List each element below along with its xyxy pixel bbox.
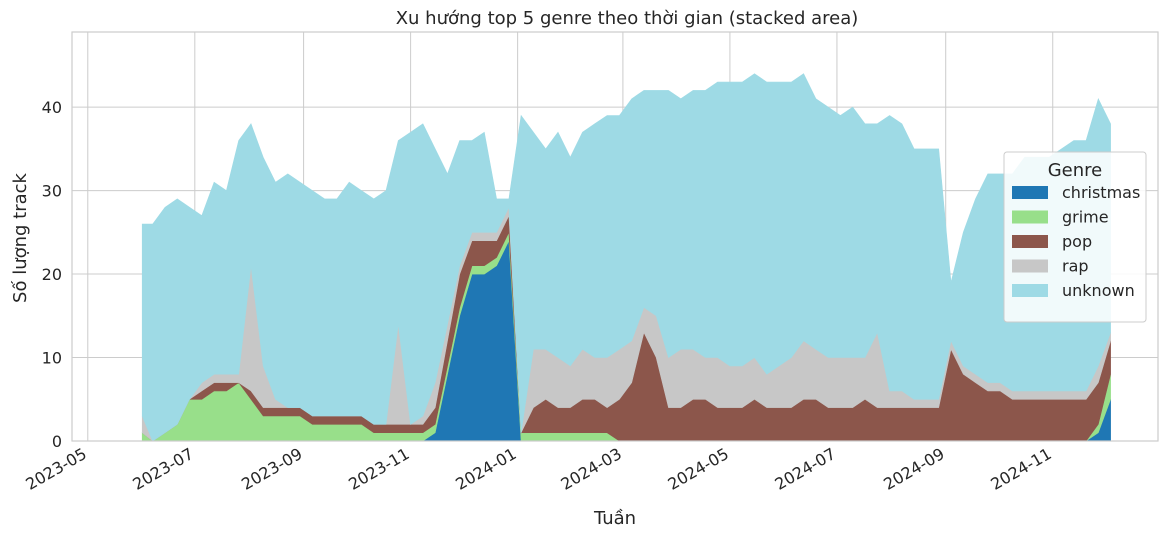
x-tick-label: 2023-11 xyxy=(345,444,412,494)
y-tick-label: 20 xyxy=(42,265,62,284)
y-tick-label: 10 xyxy=(42,349,62,368)
x-tick-label: 2024-09 xyxy=(880,444,947,494)
chart-title: Xu hướng top 5 genre theo thời gian (sta… xyxy=(396,8,859,29)
legend-items: christmas grime pop rap unknown xyxy=(1012,183,1140,300)
plot-frame xyxy=(71,31,1159,442)
y-axis-label: Số lượng track xyxy=(10,172,31,303)
x-tick-label: 2024-05 xyxy=(665,444,732,494)
y-tick-label: 0 xyxy=(52,432,62,451)
legend-title: Genre xyxy=(1048,160,1103,181)
x-tick-label: 2024-01 xyxy=(452,444,519,494)
x-tick-label: 2024-03 xyxy=(557,444,624,494)
legend-swatch-christmas xyxy=(1012,186,1048,199)
area-unknown xyxy=(141,73,1111,442)
x-axis-label: Tuần xyxy=(593,508,636,529)
x-tick-label: 2023-07 xyxy=(129,444,196,494)
legend-label-rap: rap xyxy=(1062,257,1089,276)
x-tick-label: 2024-07 xyxy=(772,444,839,494)
legend-label-pop: pop xyxy=(1062,232,1092,251)
x-tick-label: 2023-05 xyxy=(22,444,89,494)
legend-label-christmas: christmas xyxy=(1062,183,1140,202)
legend: Genre christmas grime pop rap unknown xyxy=(1003,151,1147,323)
legend-label-grime: grime xyxy=(1062,208,1109,227)
legend-swatch-rap xyxy=(1012,259,1048,273)
y-tick-labels: 0 10 20 30 40 xyxy=(42,98,62,451)
legend-label-unknown: unknown xyxy=(1062,281,1135,300)
y-tick-label: 30 xyxy=(42,182,62,201)
x-tick-label: 2024-11 xyxy=(987,444,1054,494)
x-tick-label: 2023-09 xyxy=(238,444,305,494)
legend-swatch-unknown xyxy=(1012,284,1048,297)
x-tick-labels: 2023-05 2023-07 2023-09 2023-11 2024-01 2024-… xyxy=(22,444,1054,494)
legend-swatch-pop xyxy=(1012,235,1048,248)
area-layers xyxy=(141,73,1111,442)
y-tick-label: 40 xyxy=(42,98,62,117)
legend-swatch-grime xyxy=(1012,210,1048,224)
